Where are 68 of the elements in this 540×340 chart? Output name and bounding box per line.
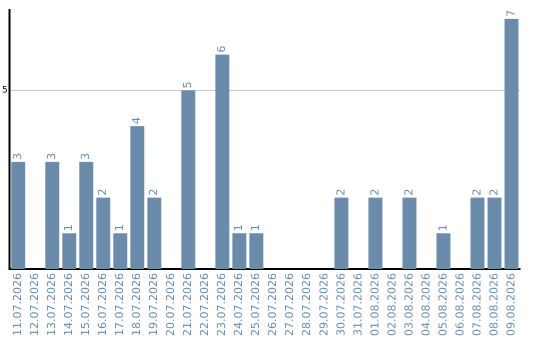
x-tick-label: 21.07.2026 [181,273,194,336]
bar [470,198,484,270]
bar [504,18,518,270]
bar [11,162,26,270]
data-label: 2 [334,188,348,196]
data-label: 2 [147,188,160,196]
x-tick-label: 09.08.2026 [504,273,518,336]
bar [79,162,94,270]
x-tick-label: 04.08.2026 [419,273,432,336]
x-tick-label: 13.07.2026 [45,273,58,336]
bar [113,233,128,270]
x-tick-label: 27.07.2026 [283,273,296,336]
bar [402,198,416,270]
x-tick-label: 18.07.2026 [130,273,144,336]
data-label: 2 [368,188,382,196]
x-tick-label: 14.07.2026 [62,273,76,336]
x-tick-label: 23.07.2026 [215,273,228,336]
data-label: 2 [96,188,110,196]
x-tick-label: 01.08.2026 [368,273,382,336]
data-label: 2 [470,188,484,196]
bar [249,233,264,270]
x-tick-label: 17.07.2026 [113,273,126,336]
data-label: 2 [402,188,416,196]
data-label: 1 [232,224,246,232]
x-tick-label: 12.07.2026 [28,273,42,336]
data-label: 3 [79,152,92,160]
data-label: 4 [130,117,144,124]
x-tick-label: 30.07.2026 [334,273,348,336]
x-tick-label: 07.08.2026 [470,273,484,336]
x-tick-label: 24.07.2026 [232,273,246,336]
data-label: 1 [249,224,262,232]
x-tick-label: 28.07.2026 [300,273,314,336]
x-tick-label: 08.08.2026 [487,273,500,336]
bar [488,198,502,270]
x-tick-label: 11.07.2026 [11,273,24,336]
bar [334,198,348,270]
bar [215,54,230,270]
bar [436,233,450,270]
x-tick-label: 05.08.2026 [436,273,450,336]
data-label: 1 [436,224,450,232]
bar [368,198,382,270]
bar [45,162,60,270]
bar [232,233,246,270]
data-label: 3 [11,152,24,160]
bar [62,233,76,270]
x-tick-label: 19.07.2026 [147,273,160,336]
data-label: 1 [62,224,76,232]
x-tick-label: 29.07.2026 [317,273,330,336]
x-tick-label: 22.07.2026 [198,273,212,336]
x-tick-label: 31.07.2026 [351,273,364,336]
data-label: 6 [215,46,228,53]
data-label: 1 [113,224,126,232]
bar [130,126,144,270]
bar [181,90,196,270]
x-tick-label: 03.08.2026 [402,273,416,336]
data-label: 5 [181,81,194,88]
x-tick-label: 20.07.2026 [164,273,178,336]
x-tick-label: 15.07.2026 [79,273,92,336]
bar [147,198,162,270]
data-label: 3 [45,152,58,160]
x-tick-label: 25.07.2026 [249,273,262,336]
data-label: 7 [504,10,518,17]
bar [96,198,110,270]
x-tick-label: 16.07.2026 [96,273,110,336]
x-tick-label: 02.08.2026 [385,273,398,336]
data-label: 2 [487,188,500,196]
x-tick-label: 06.08.2026 [453,273,466,336]
x-tick-label: 26.07.2026 [266,273,280,336]
